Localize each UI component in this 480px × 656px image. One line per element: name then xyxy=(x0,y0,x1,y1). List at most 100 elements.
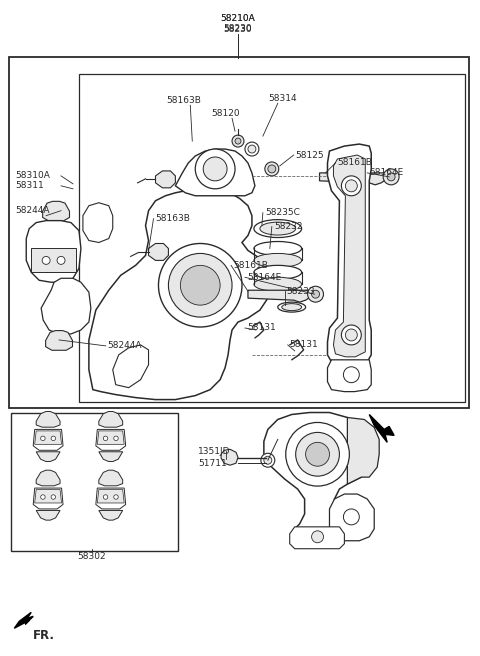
Circle shape xyxy=(57,256,65,264)
Circle shape xyxy=(168,253,232,317)
Circle shape xyxy=(346,329,357,341)
Circle shape xyxy=(42,256,50,264)
Polygon shape xyxy=(290,527,344,548)
Polygon shape xyxy=(156,171,175,188)
Polygon shape xyxy=(221,449,238,465)
Ellipse shape xyxy=(254,241,301,255)
Text: 58314: 58314 xyxy=(268,94,297,103)
Ellipse shape xyxy=(254,266,301,279)
Polygon shape xyxy=(36,510,60,520)
Text: 58210A: 58210A xyxy=(221,14,255,24)
Polygon shape xyxy=(99,510,123,520)
Circle shape xyxy=(312,531,324,543)
Polygon shape xyxy=(113,345,148,388)
Text: 58161B: 58161B xyxy=(337,159,372,167)
Text: 58164E: 58164E xyxy=(369,169,404,177)
Circle shape xyxy=(235,138,241,144)
Polygon shape xyxy=(99,452,123,461)
Polygon shape xyxy=(148,243,168,260)
Polygon shape xyxy=(89,189,270,400)
Circle shape xyxy=(248,145,256,153)
Circle shape xyxy=(232,135,244,147)
Polygon shape xyxy=(369,415,394,442)
Polygon shape xyxy=(96,430,126,450)
Text: 1351JD: 1351JD xyxy=(198,447,231,456)
Polygon shape xyxy=(334,155,365,357)
Ellipse shape xyxy=(254,277,301,291)
Text: 58120: 58120 xyxy=(212,109,240,117)
Polygon shape xyxy=(327,359,371,392)
Text: 58310A: 58310A xyxy=(15,171,50,180)
Text: 58302: 58302 xyxy=(78,552,106,561)
Polygon shape xyxy=(327,144,371,365)
Circle shape xyxy=(158,243,242,327)
Circle shape xyxy=(341,176,361,195)
Circle shape xyxy=(114,436,118,441)
Circle shape xyxy=(383,169,399,185)
Circle shape xyxy=(103,495,108,499)
Circle shape xyxy=(346,180,357,192)
Text: 58164E: 58164E xyxy=(247,273,281,282)
Text: 58131: 58131 xyxy=(247,323,276,333)
Circle shape xyxy=(306,442,329,466)
Polygon shape xyxy=(26,220,81,282)
Text: 58235C: 58235C xyxy=(265,208,300,217)
Polygon shape xyxy=(35,431,61,444)
Polygon shape xyxy=(83,203,113,243)
Text: 58131: 58131 xyxy=(290,340,318,350)
Polygon shape xyxy=(35,489,61,503)
Circle shape xyxy=(343,509,360,525)
Circle shape xyxy=(195,149,235,189)
Text: 51711: 51711 xyxy=(198,459,227,468)
Text: 58161B: 58161B xyxy=(233,261,268,270)
Bar xyxy=(12,413,179,550)
Polygon shape xyxy=(175,149,255,195)
Text: 58230: 58230 xyxy=(224,24,252,33)
Circle shape xyxy=(245,142,259,156)
Polygon shape xyxy=(96,488,126,509)
Text: FR.: FR. xyxy=(33,628,55,642)
Text: 58230: 58230 xyxy=(224,25,252,34)
Circle shape xyxy=(103,436,108,441)
Text: 58125: 58125 xyxy=(296,150,324,159)
Circle shape xyxy=(264,457,272,464)
Circle shape xyxy=(114,495,118,499)
Text: 58232: 58232 xyxy=(274,222,302,231)
Polygon shape xyxy=(99,470,123,486)
Text: 58244A: 58244A xyxy=(15,206,50,215)
Ellipse shape xyxy=(254,220,301,237)
Polygon shape xyxy=(248,290,312,302)
Ellipse shape xyxy=(282,304,301,310)
Circle shape xyxy=(387,173,395,181)
Circle shape xyxy=(341,325,361,345)
Text: 58210A: 58210A xyxy=(221,14,255,24)
Circle shape xyxy=(180,266,220,305)
Circle shape xyxy=(41,495,45,499)
Text: 58311: 58311 xyxy=(15,181,44,190)
Ellipse shape xyxy=(278,302,306,312)
Circle shape xyxy=(41,436,45,441)
Polygon shape xyxy=(97,431,124,444)
Polygon shape xyxy=(14,612,33,628)
Ellipse shape xyxy=(260,222,296,235)
Circle shape xyxy=(343,367,360,382)
Circle shape xyxy=(312,290,320,298)
Polygon shape xyxy=(329,494,374,541)
Circle shape xyxy=(268,165,276,173)
Polygon shape xyxy=(99,411,123,427)
Ellipse shape xyxy=(254,253,301,268)
Polygon shape xyxy=(36,470,60,486)
Polygon shape xyxy=(33,430,63,450)
Polygon shape xyxy=(348,417,379,484)
Circle shape xyxy=(286,422,349,486)
Circle shape xyxy=(51,436,56,441)
Text: 58163B: 58163B xyxy=(166,96,201,105)
Polygon shape xyxy=(264,413,371,544)
Circle shape xyxy=(203,157,227,181)
Bar xyxy=(79,75,465,401)
Text: 58244A: 58244A xyxy=(108,341,142,350)
Polygon shape xyxy=(46,331,72,350)
Text: 58233: 58233 xyxy=(287,287,315,296)
Circle shape xyxy=(51,495,56,499)
Polygon shape xyxy=(31,249,76,272)
